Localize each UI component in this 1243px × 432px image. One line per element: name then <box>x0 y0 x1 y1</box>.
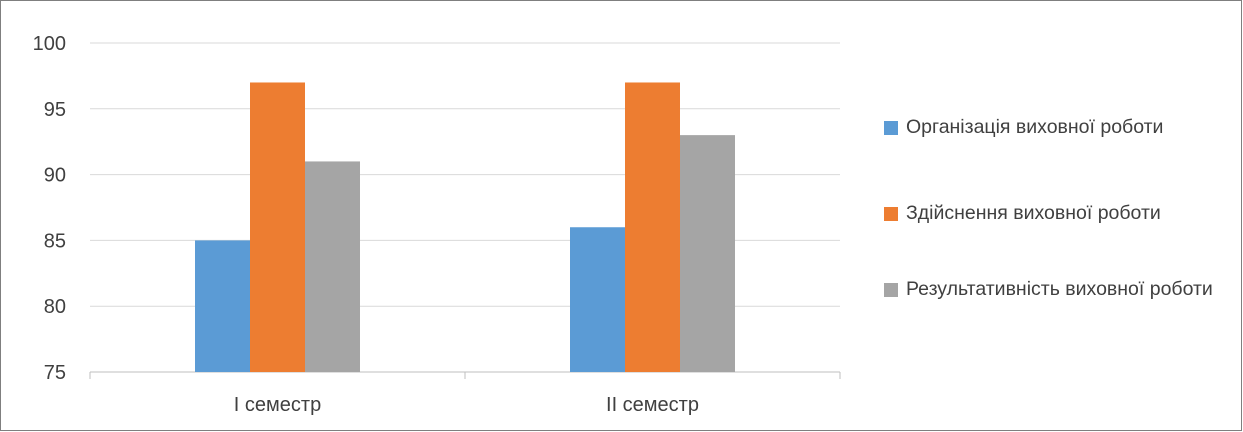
legend-label-effectiveness: Результативність виховної роботи <box>906 278 1213 300</box>
x-tick-label-1: І семестр <box>234 394 321 416</box>
y-tick-label-75: 75 <box>44 362 66 384</box>
x-tick-label-2: ІІ семестр <box>606 394 699 416</box>
y-tick-label-90: 90 <box>44 165 66 187</box>
y-tick-label-100: 100 <box>33 33 66 55</box>
bar-1-2 <box>570 227 625 372</box>
bar-2-1 <box>250 82 305 372</box>
y-tick-label-95: 95 <box>44 99 66 121</box>
legend-swatch-effectiveness <box>884 283 898 297</box>
legend-item-effectiveness: Результативність виховної роботи <box>884 274 1243 304</box>
bar-2-2 <box>625 82 680 372</box>
legend-item-implementation: Здійснення виховної роботи <box>884 198 1243 228</box>
bar-3-2 <box>680 135 735 372</box>
legend-swatch-implementation <box>884 207 898 221</box>
legend-label-implementation: Здійснення виховної роботи <box>906 202 1161 224</box>
y-tick-label-85: 85 <box>44 230 66 252</box>
bar-3-1 <box>305 161 360 372</box>
legend-swatch-organization <box>884 121 898 135</box>
legend-item-organization: Організація виховної роботи <box>884 112 1243 142</box>
legend-label-organization: Організація виховної роботи <box>906 116 1164 138</box>
y-tick-label-80: 80 <box>44 296 66 318</box>
bar-1-1 <box>195 240 250 372</box>
